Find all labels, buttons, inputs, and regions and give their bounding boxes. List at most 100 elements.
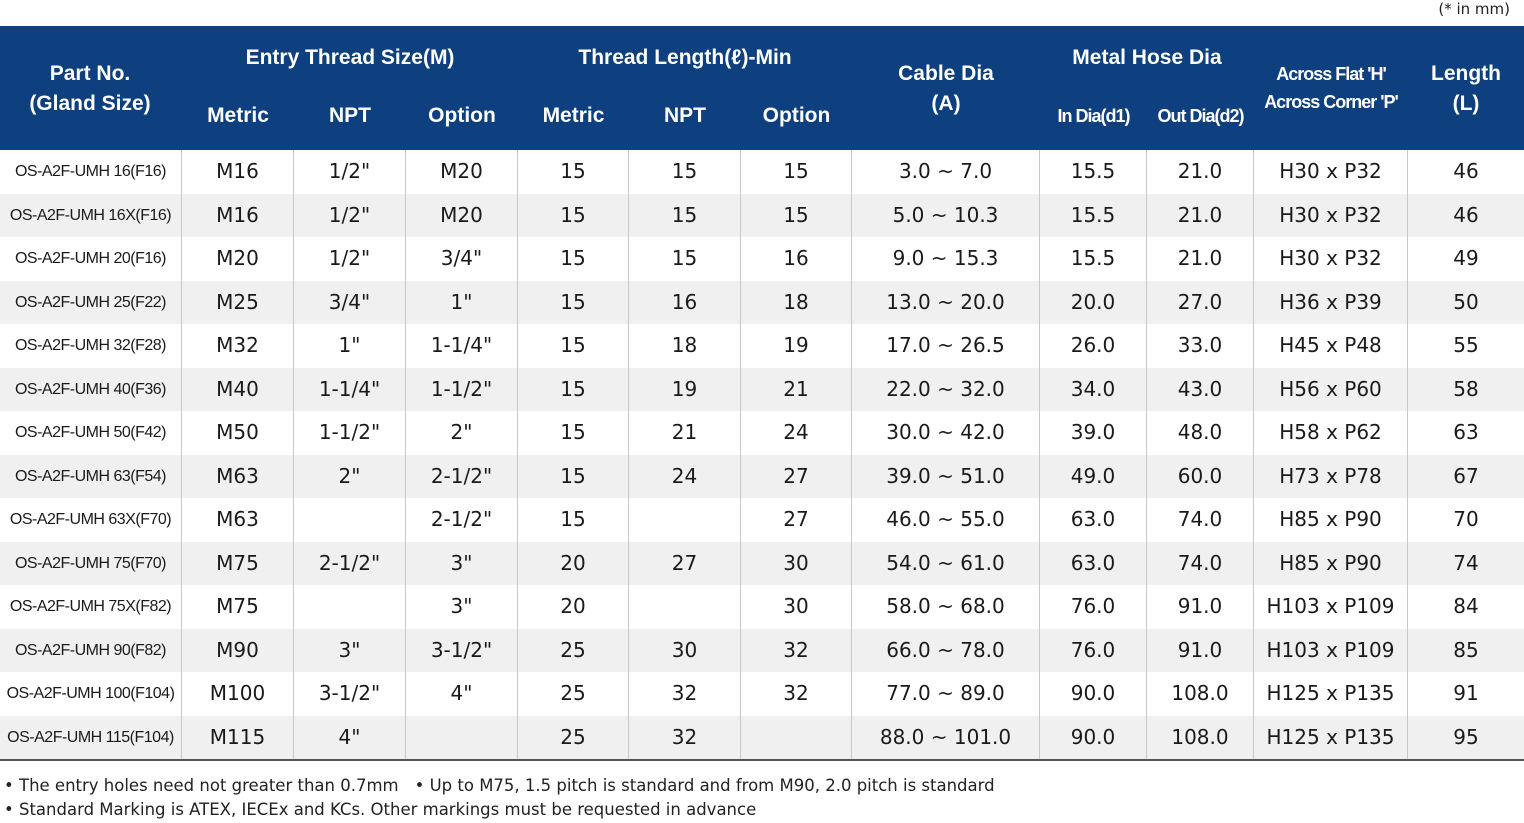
notes-line-1: • The entry holes need not greater than … [4,776,995,795]
out-dia-cell: 91.0 [1147,628,1254,672]
header-length-option: Option [762,104,831,127]
entry-option-cell: 2-1/2" [406,498,518,542]
length-option-cell: 30 [741,585,852,629]
length-metric-cell: 20 [518,585,629,629]
length-metric-cell: 15 [518,454,629,498]
length-option-cell: 32 [741,628,852,672]
entry-npt-cell: 3/4" [294,280,406,324]
in-dia-cell: 90.0 [1040,715,1147,759]
cable-dia-cell: 58.0 ~ 68.0 [852,585,1040,629]
part-no-cell: OS-A2F-UMH 20(F16) [0,237,182,281]
header-gland-size: (Gland Size) [29,92,151,115]
length-metric-cell: 15 [518,193,629,237]
across-flat-corner-cell: H125 x P135 [1254,715,1408,759]
length-npt-cell: 19 [629,367,741,411]
length-npt-cell: 27 [629,541,741,585]
across-flat-corner-cell: H30 x P32 [1254,150,1408,194]
across-flat-corner-cell: H58 x P62 [1254,411,1408,455]
across-flat-corner-cell: H73 x P78 [1254,454,1408,498]
entry-option-cell: 3/4" [406,237,518,281]
length-cell: 63 [1453,420,1479,444]
out-dia-cell: 60.0 [1147,454,1254,498]
spec-table: Part No. (Gland Size) Entry Thread Size(… [0,26,1524,759]
entry-metric-cell: M63 [182,498,294,542]
entry-metric-cell: M16 [182,150,294,194]
table-bottom-rule [0,759,1524,761]
table-row: OS-A2F-UMH 16(F16) M16 1/2" M20 15 15 15 3.0 ~ … [0,150,1524,194]
header-divider [0,147,1524,150]
length-npt-cell [629,585,741,629]
table-row: OS-A2F-UMH 40(F36) M40 1-1/4" 1-1/2" 15 19 21 2… [0,367,1524,411]
length-cell: 74 [1453,550,1479,575]
in-dia-cell: 15.5 [1040,237,1147,281]
in-dia-cell: 63.0 [1040,541,1147,585]
header-across-flat: Across Flat 'H' [1276,64,1387,84]
entry-npt-cell [294,585,406,629]
entry-option-cell [406,715,518,759]
length-option-cell [741,715,852,759]
entry-metric-cell: M63 [182,454,294,498]
length-cell: 67 [1453,463,1479,488]
length-npt-cell: 16 [629,280,741,324]
table-row: OS-A2F-UMH 75X(F82) M75 3" 20 30 58.0 ~ 68.0 7… [0,585,1524,629]
unit-note: (* in mm) [1438,0,1510,18]
note-entry-holes: The entry holes need not greater than 0.… [18,776,399,795]
header-part-no: Part No. [49,62,131,85]
out-dia-cell: 21.0 [1147,150,1254,194]
entry-npt-cell: 3" [294,628,406,672]
table-row: OS-A2F-UMH 63(F54) M63 2" 2-1/2" 15 24 27 39.0 … [0,454,1524,498]
length-cell: 70 [1453,507,1479,531]
header-length: Length [1431,62,1501,85]
cable-dia-cell: 22.0 ~ 32.0 [852,367,1040,411]
across-flat-corner-cell: H103 x P109 [1254,628,1408,672]
entry-metric-cell: M16 [182,193,294,237]
cable-dia-cell: 3.0 ~ 7.0 [852,150,1040,194]
table-row: OS-A2F-UMH 75(F70) M75 2-1/2" 3" 20 27 30 54.0 … [0,541,1524,585]
in-dia-cell: 20.0 [1040,280,1147,324]
header-entry-metric: Metric [207,104,269,127]
note-marking: Standard Marking is ATEX, IECEx and KCs.… [18,800,757,819]
entry-metric-cell: M75 [182,541,294,585]
length-npt-cell: 32 [629,672,741,716]
entry-option-cell: 1" [406,280,518,324]
length-cell: 46 [1453,202,1479,227]
entry-option-cell: 3-1/2" [406,628,518,672]
length-option-cell: 27 [741,454,852,498]
length-cell: 85 [1453,637,1479,662]
in-dia-cell: 15.5 [1040,193,1147,237]
part-no-cell: OS-A2F-UMH 90(F82) [0,628,182,672]
entry-npt-cell: 2" [294,454,406,498]
table-row: OS-A2F-UMH 100(F104) M100 3-1/2" 4" 25 32 32 77… [0,672,1524,716]
length-option-cell: 27 [741,498,852,542]
length-cell: 58 [1453,376,1479,401]
entry-option-cell: 1-1/2" [406,367,518,411]
notes-line-2: • Standard Marking is ATEX, IECEx and KC… [4,800,757,819]
length-cell: 95 [1453,724,1479,749]
across-flat-corner-cell: H36 x P39 [1254,280,1408,324]
length-option-cell: 16 [741,237,852,281]
out-dia-cell: 21.0 [1147,237,1254,281]
length-npt-cell: 30 [629,628,741,672]
table-row: OS-A2F-UMH 16X(F16) M16 1/2" M20 15 15 15 5.0 ~… [0,193,1524,237]
length-metric-cell: 15 [518,150,629,194]
part-no-cell: OS-A2F-UMH 115(F104) [0,715,182,759]
length-option-cell: 15 [741,150,852,194]
out-dia-cell: 43.0 [1147,367,1254,411]
across-flat-corner-cell: H56 x P60 [1254,367,1408,411]
part-no-cell: OS-A2F-UMH 40(F36) [0,367,182,411]
across-flat-corner-cell: H45 x P48 [1254,324,1408,368]
header-length-sub: (L) [1452,92,1480,115]
entry-npt-cell: 1-1/4" [294,367,406,411]
length-option-cell: 18 [741,280,852,324]
entry-npt-cell: 1" [294,324,406,368]
header-out-dia: Out Dia(d2) [1157,106,1245,126]
length-npt-cell: 24 [629,454,741,498]
entry-option-cell: 4" [406,672,518,716]
out-dia-cell: 33.0 [1147,324,1254,368]
entry-option-cell: M20 [406,150,518,194]
length-npt-cell: 15 [629,237,741,281]
cable-dia-cell: 54.0 ~ 61.0 [852,541,1040,585]
cable-dia-cell: 5.0 ~ 10.3 [852,193,1040,237]
notes: • The entry holes need not greater than … [4,774,995,822]
length-cell: 91 [1453,681,1479,705]
